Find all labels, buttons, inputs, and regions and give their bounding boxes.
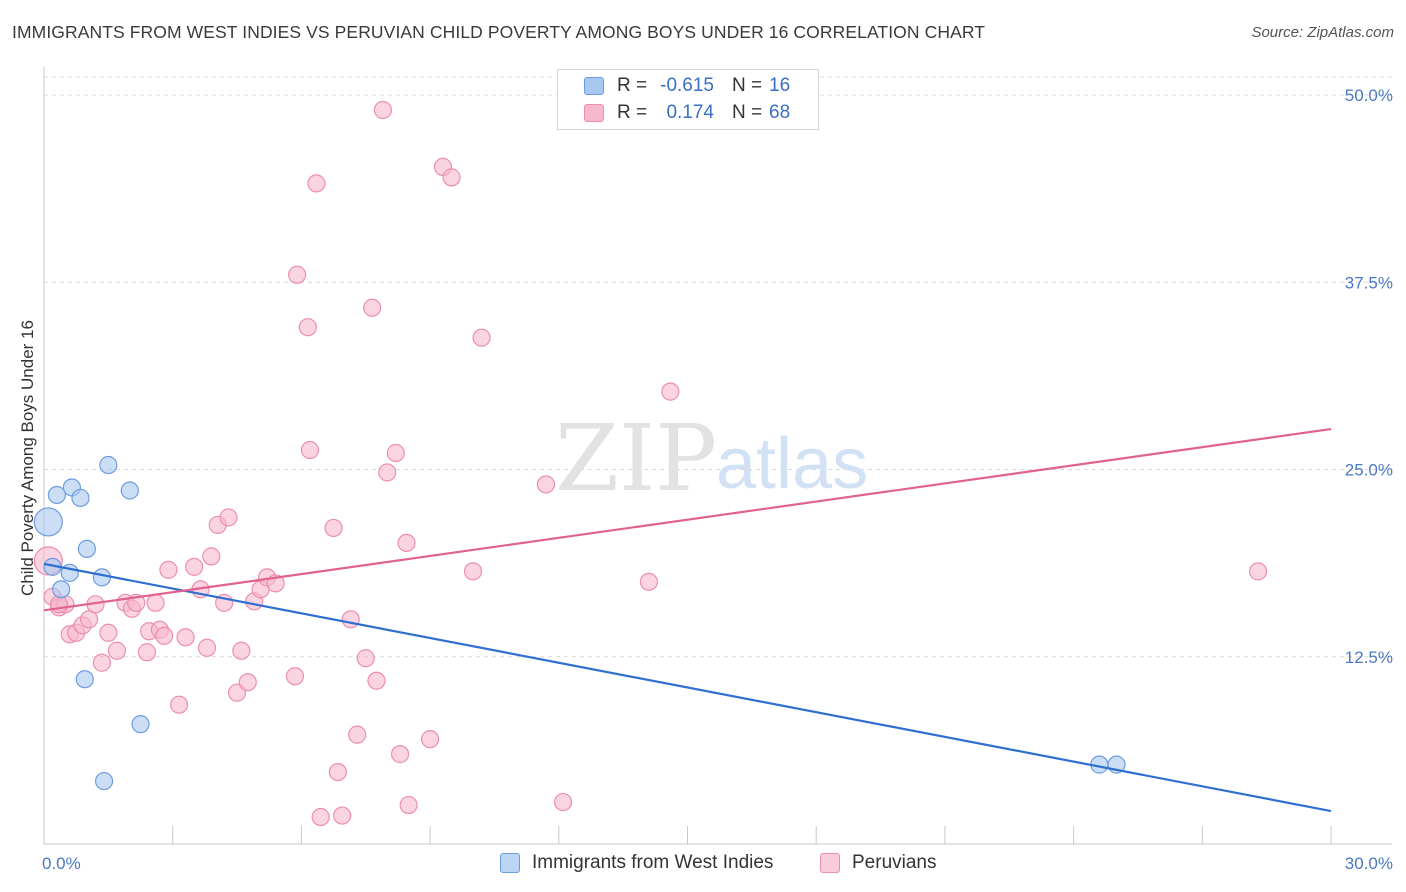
peruvian-point: [185, 557, 204, 576]
legend-item-peruvians[interactable]: Peruvians: [820, 852, 937, 874]
y-axis-title: Child Poverty Among Boys Under 16: [18, 320, 37, 596]
y-tick-label: 25.0%: [1345, 461, 1393, 480]
west-indies-point: [92, 568, 112, 587]
peruvian-point: [300, 440, 320, 460]
peruvian-point: [553, 792, 573, 812]
legend-swatch-pink: [584, 104, 604, 122]
peruvian-point: [107, 641, 127, 660]
chart-title: IMMIGRANTS FROM WEST INDIES VS PERUVIAN …: [12, 22, 986, 42]
peruvian-point: [99, 623, 118, 642]
peruvian-point: [298, 318, 317, 337]
peruvian-point: [421, 730, 440, 749]
legend-n-value: 16: [769, 75, 791, 96]
west-indies-point: [71, 488, 90, 508]
y-tick-label: 50.0%: [1345, 86, 1393, 105]
peruvian-point: [307, 174, 326, 193]
legend-swatch-pink: [820, 853, 840, 873]
peruvian-point: [341, 610, 360, 629]
watermark-atlas: atlas: [716, 424, 868, 504]
peruvian-point: [49, 595, 69, 614]
legend-r-label: R =: [617, 75, 648, 96]
peruvian-point: [442, 168, 461, 187]
peruvian-point: [348, 725, 367, 744]
legend-row-peruvians: R = 0.174 N = 68: [558, 100, 820, 126]
correlation-legend: R = -0.615 N = 16 R = 0.174 N = 68: [557, 69, 819, 130]
axis-layer: [43, 67, 1392, 845]
peruvian-point: [324, 518, 343, 538]
peruvian-point: [390, 745, 410, 764]
peruvian-point: [367, 671, 386, 690]
peruvian-point: [155, 626, 174, 645]
peruvian-point: [363, 298, 382, 317]
peruvian-point: [219, 508, 238, 527]
peruvian-point: [92, 653, 112, 672]
west-indies-point: [75, 670, 94, 689]
peruvian-point: [472, 328, 491, 347]
peruvian-point: [285, 667, 305, 686]
grid-layer: [44, 76, 1392, 658]
watermark-zip: ZIP: [555, 405, 717, 512]
legend-n-label: N =: [732, 102, 763, 123]
peruvian-point: [288, 265, 307, 284]
legend-r-label: R =: [617, 102, 648, 123]
peruvian-point: [176, 628, 195, 647]
west-indies-point: [131, 715, 150, 734]
watermark: ZIP atlas: [555, 405, 868, 512]
legend-n-value: 68: [769, 102, 791, 123]
x-tick-label: 30.0%: [1345, 854, 1393, 873]
peruvian-point: [399, 795, 418, 815]
y-tick-label: 12.5%: [1345, 648, 1393, 667]
peruvian-point: [170, 695, 189, 714]
west-indies-point: [94, 771, 114, 791]
y-tick-label: 37.5%: [1345, 273, 1393, 292]
peruvian-point: [333, 806, 352, 825]
peruvian-trend-line: [43, 427, 1332, 612]
peruvian-point: [146, 593, 165, 612]
peruvian-point: [159, 560, 178, 579]
west-indies-point: [99, 455, 118, 475]
legend-n-label: N =: [732, 75, 763, 96]
legend-swatch-blue: [584, 77, 604, 95]
peruvian-point: [463, 562, 483, 581]
west-indies-point: [120, 481, 139, 500]
peruvian-point: [238, 673, 257, 692]
west-indies-point: [52, 580, 71, 599]
source-credit: Source: ZipAtlas.com: [1251, 24, 1394, 41]
peruvian-point: [79, 610, 99, 629]
points-layer: [33, 100, 1268, 827]
peruvian-point: [197, 638, 217, 657]
peruvian-point: [639, 572, 658, 591]
west-indies-point: [47, 485, 66, 505]
legend-r-value: -0.615: [660, 75, 714, 96]
series-legend: Immigrants from West Indies Peruvians: [0, 852, 1406, 878]
trend-layer: [43, 427, 1332, 813]
peruvian-point: [356, 649, 375, 668]
peruvian-point: [311, 807, 330, 827]
legend-label-west-indies: Immigrants from West Indies: [532, 852, 774, 873]
west-indies-point: [77, 539, 97, 558]
legend-swatch-blue: [500, 853, 520, 873]
peruvian-point: [386, 443, 405, 463]
legend-label-peruvians: Peruvians: [852, 852, 937, 873]
peruvian-point: [1248, 562, 1268, 581]
peruvian-point: [328, 762, 347, 782]
west-indies-point: [33, 507, 63, 537]
peruvian-point: [661, 382, 680, 401]
west-indies-trend-line: [43, 562, 1332, 813]
x-tick-label: 0.0%: [42, 854, 81, 873]
legend-row-west-indies: R = -0.615 N = 16: [558, 73, 820, 99]
peruvian-point: [397, 533, 416, 553]
peruvian-point: [373, 100, 393, 120]
label-layer: 12.5% 25.0% 37.5% 50.0% 0.0% 30.0% Child Pover…: [18, 86, 1393, 873]
peruvian-point: [536, 475, 556, 494]
peruvian-point: [232, 641, 251, 660]
peruvian-point: [202, 547, 221, 566]
peruvian-point: [137, 643, 157, 662]
legend-r-value: 0.174: [666, 102, 714, 123]
peruvian-point: [378, 463, 397, 482]
legend-item-west-indies[interactable]: Immigrants from West Indies: [500, 852, 773, 874]
